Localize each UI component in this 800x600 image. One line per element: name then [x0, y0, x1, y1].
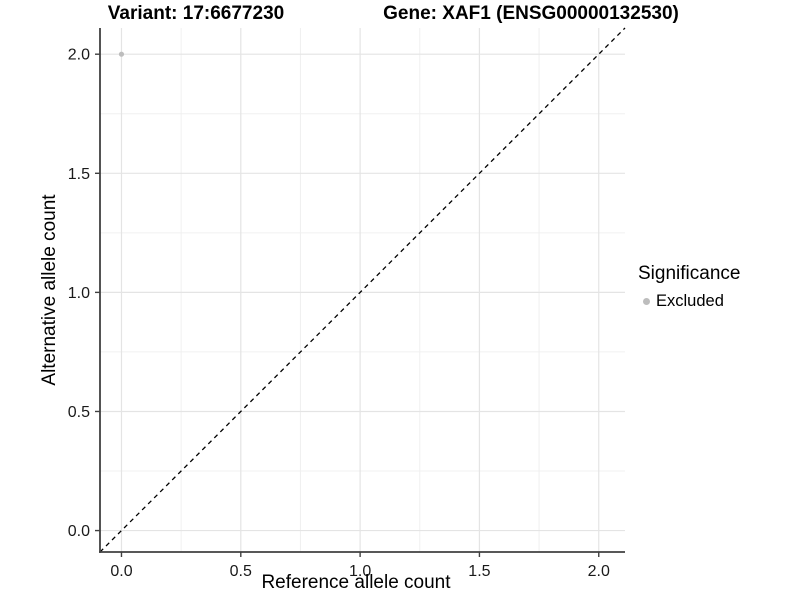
y-axis-title: Alternative allele count	[39, 194, 60, 386]
x-tick-label: 1.5	[468, 563, 490, 580]
x-tick-label: 1.0	[349, 563, 371, 580]
x-tick-label: 2.0	[588, 563, 610, 580]
legend-title: Significance	[638, 263, 741, 284]
identity-line	[99, 27, 626, 553]
legend: Significance Excluded	[638, 263, 740, 311]
y-tick-label: 0.0	[68, 523, 90, 540]
y-tick-label: 2.0	[68, 47, 90, 64]
legend-item-label: Excluded	[656, 292, 724, 310]
y-tick-label: 0.5	[68, 404, 90, 421]
legend-item-excluded: Excluded	[643, 292, 740, 311]
x-tick-label: 0.0	[110, 563, 132, 580]
data-point	[118, 51, 125, 57]
y-tick-label: 1.5	[68, 166, 90, 183]
x-tick-label: 0.5	[230, 563, 252, 580]
plot-title-variant: Variant: 17:6677230	[107, 3, 285, 24]
legend-point-icon	[643, 298, 650, 305]
y-tick-label: 1.0	[68, 285, 90, 302]
x-axis-title: Reference allele count	[261, 572, 451, 593]
plot-title-gene: Gene: XAF1 (ENSG00000132530)	[383, 3, 679, 24]
